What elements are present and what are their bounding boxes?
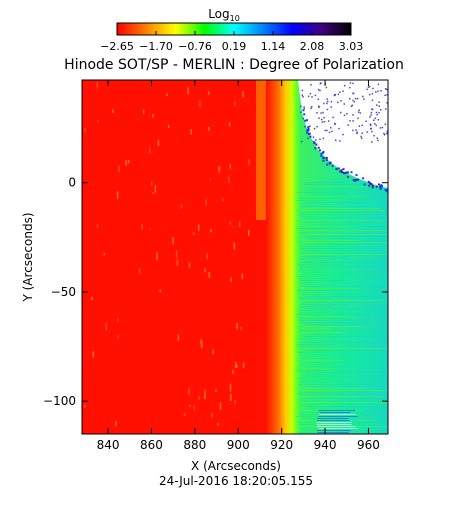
colorbar: Log10 −2.65 −1.70 −0.76 0.19 1.14 2.08 3.03 xyxy=(100,7,363,53)
colorbar-tick-label: −1.70 xyxy=(139,40,173,53)
y-axis: 0 −50 −100 xyxy=(43,176,388,408)
x-tick-label: 940 xyxy=(314,438,337,452)
x-tick-label: 840 xyxy=(97,438,120,452)
disk-speckle xyxy=(84,82,250,427)
x-axis: 840 860 880 900 920 940 960 xyxy=(97,80,380,452)
plot-area xyxy=(82,80,388,434)
y-tick-label: 0 xyxy=(68,176,76,190)
off-limb-streaks xyxy=(296,182,388,433)
colorbar-tick-label: 0.19 xyxy=(222,40,247,53)
colorbar-tick-label: −2.65 xyxy=(100,40,134,53)
x-axis-label: X (Arcseconds) xyxy=(191,459,281,473)
colorbar-ticks: −2.65 −1.70 −0.76 0.19 1.14 2.08 3.03 xyxy=(100,31,363,53)
chart-title: Hinode SOT/SP - MERLIN : Degree of Polar… xyxy=(64,57,404,73)
colorbar-tick-label: 3.03 xyxy=(339,40,364,53)
y-tick-label: −50 xyxy=(51,285,76,299)
y-axis-label: Y (Arcseconds) xyxy=(21,212,35,302)
x-tick-label: 900 xyxy=(227,438,250,452)
timestamp: 24-Jul-2016 18:20:05.155 xyxy=(159,474,313,488)
colorbar-tick-label: −0.76 xyxy=(178,40,212,53)
x-tick-label: 960 xyxy=(357,438,380,452)
plot-frame xyxy=(81,79,389,435)
region-limb-edge xyxy=(266,80,302,434)
y-tick-label: −100 xyxy=(43,394,76,408)
x-tick-label: 920 xyxy=(270,438,293,452)
x-tick-label: 860 xyxy=(140,438,163,452)
x-tick-label: 880 xyxy=(183,438,206,452)
colorbar-tick-label: 1.14 xyxy=(261,40,286,53)
colorbar-label: Log10 xyxy=(208,7,240,23)
colorbar-tick-label: 2.08 xyxy=(300,40,325,53)
off-limb-edge-specks xyxy=(300,82,388,193)
